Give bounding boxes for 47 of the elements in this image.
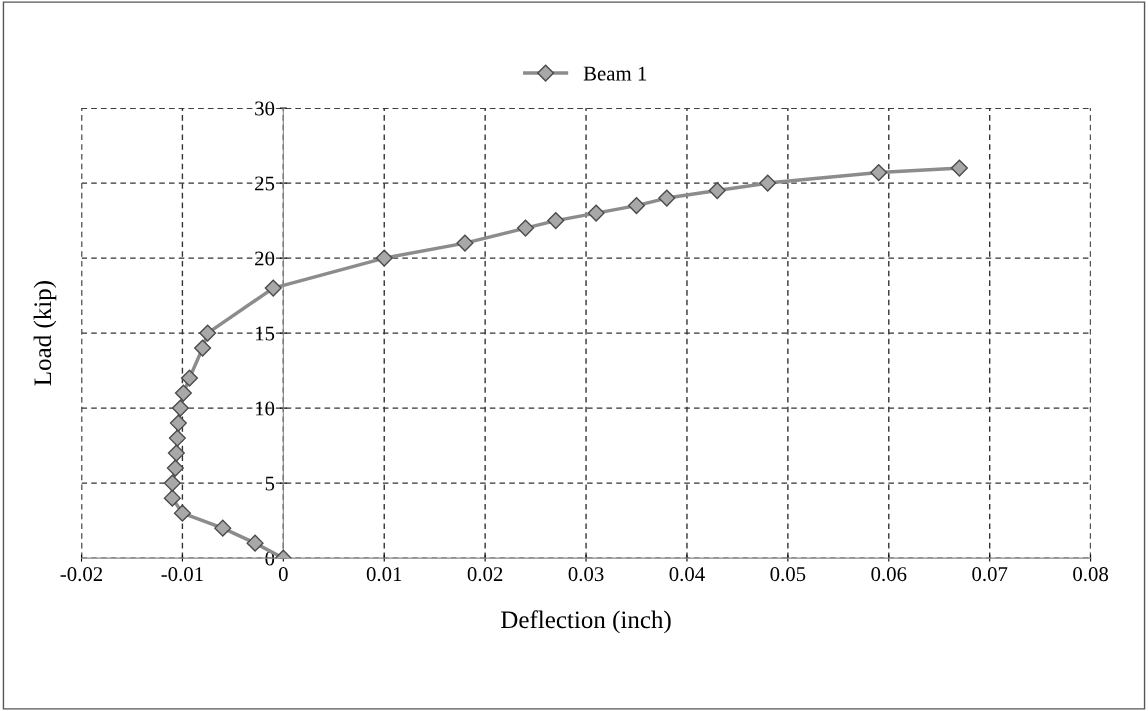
point	[180, 369, 199, 387]
x-tick-label: 0.02	[467, 567, 503, 582]
point	[167, 444, 185, 462]
y-tick-label: 10	[255, 401, 275, 416]
point	[456, 234, 474, 252]
legend-label: Beam 1	[583, 66, 647, 81]
y-tick-label: 25	[255, 176, 275, 191]
x-tick-label: 0.07	[972, 567, 1008, 582]
point	[547, 212, 565, 230]
point	[516, 219, 535, 237]
x-tick-label: -0.01	[161, 567, 203, 582]
y-tick-label: 20	[255, 251, 275, 266]
point	[375, 249, 393, 267]
point	[246, 534, 264, 552]
point	[264, 279, 282, 297]
x-tick-label: 0.06	[871, 567, 907, 582]
point	[199, 324, 217, 342]
point	[163, 474, 181, 492]
x-tick-label: 0.05	[770, 567, 806, 582]
x-tick-label: 0.08	[1073, 567, 1109, 582]
x-tick-label: 0	[278, 567, 288, 582]
x-tick-label: 0.01	[366, 567, 402, 582]
point	[168, 429, 186, 447]
x-tick-label: -0.02	[60, 567, 103, 582]
x-tick-label: 0.04	[669, 567, 705, 582]
point	[759, 174, 777, 192]
y-tick-label: 5	[265, 476, 275, 491]
y-tick-label: 15	[255, 326, 275, 341]
point	[627, 197, 646, 215]
point	[870, 164, 888, 182]
point	[169, 414, 187, 432]
point	[166, 459, 184, 477]
point	[173, 504, 191, 522]
point	[174, 384, 192, 402]
point	[587, 204, 605, 222]
x-axis-title: Deflection (inch)	[501, 610, 671, 634]
y-tick-label: 30	[255, 101, 275, 116]
point	[214, 519, 232, 537]
point	[708, 182, 726, 200]
y-tick-label: 0	[265, 551, 275, 566]
point	[171, 399, 189, 417]
point	[163, 489, 181, 507]
y-axis-title: Load (kip)	[33, 281, 57, 386]
point	[194, 339, 212, 357]
point	[658, 189, 676, 207]
x-tick-label: 0.03	[568, 567, 604, 582]
point	[950, 159, 968, 177]
